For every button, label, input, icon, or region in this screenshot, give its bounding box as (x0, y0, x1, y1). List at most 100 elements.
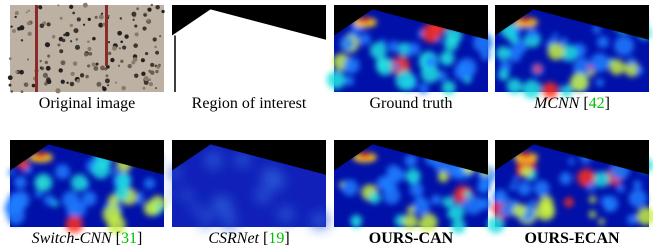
person (15, 11, 19, 15)
person (134, 24, 137, 27)
caption-part: OURS-CAN (369, 230, 454, 247)
heat-blob (493, 190, 507, 204)
heat-blob (564, 197, 574, 207)
heat-blob (169, 190, 176, 197)
person (149, 78, 152, 81)
person (69, 5, 73, 9)
person (40, 66, 43, 69)
heat-blob (451, 219, 466, 234)
person (21, 90, 24, 93)
heat-blob (405, 154, 418, 167)
person (144, 14, 147, 17)
person (24, 82, 29, 87)
heat-blob (169, 167, 181, 179)
person (106, 74, 109, 77)
person (55, 88, 60, 93)
heat-blob (539, 196, 553, 210)
heat-blob (627, 214, 638, 225)
heat-blob (111, 168, 117, 174)
heat-peak (519, 18, 533, 24)
heat-blob (377, 176, 391, 190)
heat-blob (55, 164, 70, 179)
caption-part: ] (605, 95, 610, 112)
heat-blob (570, 73, 589, 92)
heat-blob (103, 205, 122, 224)
heat-blob (431, 195, 441, 205)
heat-blob (341, 179, 358, 196)
heat-blob (527, 28, 538, 39)
heat-blob (606, 203, 614, 211)
caption-part: ] (284, 230, 289, 247)
person (66, 82, 68, 84)
person (77, 17, 81, 21)
person (60, 17, 63, 20)
heat-blob (395, 70, 415, 90)
heat-blob (352, 221, 359, 228)
person (105, 78, 110, 83)
heat-blob (498, 208, 507, 217)
person (89, 52, 93, 56)
heat-blob (449, 205, 465, 221)
heat-blob (358, 33, 370, 45)
person (57, 4, 59, 6)
person (145, 52, 148, 55)
person (147, 7, 151, 11)
panel: OURS-CAN (334, 140, 496, 247)
heat-blob (422, 24, 441, 43)
heat-blob (388, 41, 400, 53)
panel: OURS-ECAN (487, 140, 653, 247)
person (26, 11, 28, 13)
caption-part: [ (259, 230, 268, 247)
person (12, 29, 16, 33)
heat-blob (627, 57, 635, 65)
person (43, 73, 48, 78)
person (38, 5, 42, 9)
heat-blob (587, 183, 596, 192)
person (87, 47, 91, 51)
person (142, 87, 145, 90)
person (27, 58, 29, 60)
caption: Ground truth (369, 95, 452, 112)
heat-blob (480, 51, 490, 61)
caption-part: Switch-CNN (32, 230, 113, 247)
heat-blob (418, 222, 425, 229)
heat-blob (205, 152, 222, 169)
heat-blob (590, 53, 609, 72)
panel: Switch-CNN [31] (4, 140, 166, 247)
person (108, 41, 110, 43)
caption-part: Original image (39, 95, 135, 112)
person (133, 19, 135, 21)
heat-blob (403, 214, 418, 229)
caption-part: 42 (589, 95, 605, 112)
heat-blob (393, 63, 400, 70)
person (9, 57, 12, 60)
person (45, 42, 50, 47)
person (63, 34, 66, 37)
person (92, 37, 96, 41)
heat-blob (438, 171, 449, 182)
person (10, 25, 12, 27)
caption-part: MCNN (533, 95, 581, 112)
person (98, 23, 103, 28)
person (141, 58, 145, 62)
heat-blob (440, 51, 455, 66)
caption: CSRNet [19] (208, 230, 289, 247)
person (122, 45, 126, 49)
heat-blob (496, 46, 510, 60)
caption-part: 19 (268, 230, 284, 247)
heat-blob (629, 189, 647, 207)
heat-blob (222, 213, 237, 228)
heat-blob (464, 190, 472, 198)
person (147, 19, 150, 22)
heat-blob (552, 33, 558, 39)
person (95, 16, 98, 19)
person (52, 35, 55, 38)
heat-blob (344, 76, 354, 86)
person (131, 12, 136, 17)
person (155, 70, 158, 73)
heat-blob (181, 189, 193, 201)
person (151, 4, 153, 6)
person (28, 32, 32, 36)
person (61, 60, 66, 65)
person (120, 60, 123, 63)
